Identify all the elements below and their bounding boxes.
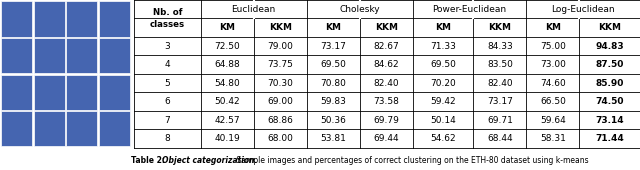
Text: 5: 5	[164, 79, 170, 88]
Text: 69.50: 69.50	[321, 60, 346, 69]
Text: 73.00: 73.00	[540, 60, 566, 69]
Text: 70.20: 70.20	[430, 79, 456, 88]
Text: Nb. of
classes: Nb. of classes	[150, 8, 185, 29]
Text: 3: 3	[164, 42, 170, 51]
Text: 6: 6	[164, 97, 170, 106]
Text: 68.44: 68.44	[487, 134, 513, 143]
Text: 82.40: 82.40	[487, 79, 513, 88]
Text: 87.50: 87.50	[596, 60, 624, 69]
Bar	[1, 75, 33, 110]
Text: 68.86: 68.86	[268, 116, 293, 125]
Text: KKM: KKM	[375, 23, 398, 32]
Text: 8: 8	[164, 134, 170, 143]
Bar	[99, 111, 130, 146]
Text: 94.83: 94.83	[595, 42, 624, 51]
Text: 71.33: 71.33	[430, 42, 456, 51]
Text: 59.64: 59.64	[540, 116, 566, 125]
Text: 82.40: 82.40	[374, 79, 399, 88]
Text: 70.80: 70.80	[321, 79, 346, 88]
Text: 58.31: 58.31	[540, 134, 566, 143]
Text: 50.42: 50.42	[214, 97, 240, 106]
Text: Euclidean: Euclidean	[232, 5, 276, 14]
Text: KM: KM	[325, 23, 341, 32]
Text: 54.80: 54.80	[214, 79, 240, 88]
Bar	[67, 38, 97, 73]
Text: KKM: KKM	[598, 23, 621, 32]
Text: 50.14: 50.14	[430, 116, 456, 125]
Text: 69.00: 69.00	[268, 97, 293, 106]
Text: Object categorization.: Object categorization.	[162, 156, 257, 165]
Bar	[34, 2, 65, 37]
Text: Table 2:: Table 2:	[131, 156, 168, 165]
Text: 79.00: 79.00	[268, 42, 293, 51]
Bar	[99, 2, 130, 37]
Text: 69.44: 69.44	[374, 134, 399, 143]
Bar	[1, 111, 33, 146]
Bar	[99, 75, 130, 110]
Text: 73.75: 73.75	[268, 60, 293, 69]
Text: 73.14: 73.14	[595, 116, 624, 125]
Text: 84.33: 84.33	[487, 42, 513, 51]
Text: 73.17: 73.17	[487, 97, 513, 106]
Text: 68.00: 68.00	[268, 134, 293, 143]
Text: Sample images and percentages of correct clustering on the ETH-80 dataset using : Sample images and percentages of correct…	[234, 156, 588, 165]
Text: Log-Euclidean: Log-Euclidean	[552, 5, 615, 14]
Text: 53.81: 53.81	[321, 134, 346, 143]
Bar	[67, 75, 97, 110]
Bar	[1, 2, 33, 37]
Text: 73.58: 73.58	[373, 97, 399, 106]
Text: 54.62: 54.62	[430, 134, 456, 143]
Bar	[34, 75, 65, 110]
Bar	[34, 38, 65, 73]
Text: 83.50: 83.50	[487, 60, 513, 69]
Bar	[1, 38, 33, 73]
Text: 74.50: 74.50	[595, 97, 624, 106]
Text: KKM: KKM	[269, 23, 292, 32]
Text: 59.42: 59.42	[430, 97, 456, 106]
Text: KKM: KKM	[488, 23, 511, 32]
Text: 7: 7	[164, 116, 170, 125]
Bar	[67, 2, 97, 37]
Text: 75.00: 75.00	[540, 42, 566, 51]
Text: 70.30: 70.30	[268, 79, 293, 88]
Text: Power-Euclidean: Power-Euclidean	[433, 5, 507, 14]
Bar	[99, 38, 130, 73]
Text: 69.71: 69.71	[487, 116, 513, 125]
Text: 66.50: 66.50	[540, 97, 566, 106]
Text: 74.60: 74.60	[540, 79, 566, 88]
Text: 40.19: 40.19	[214, 134, 240, 143]
Text: 50.36: 50.36	[321, 116, 346, 125]
Text: 84.62: 84.62	[374, 60, 399, 69]
Text: 64.88: 64.88	[214, 60, 240, 69]
Text: 4: 4	[164, 60, 170, 69]
Text: 71.44: 71.44	[595, 134, 624, 143]
Text: 82.67: 82.67	[374, 42, 399, 51]
Text: Cholesky: Cholesky	[339, 5, 380, 14]
Text: 85.90: 85.90	[596, 79, 624, 88]
Text: KM: KM	[545, 23, 561, 32]
Text: 72.50: 72.50	[214, 42, 240, 51]
Text: 69.50: 69.50	[430, 60, 456, 69]
Bar	[34, 111, 65, 146]
Text: 59.83: 59.83	[321, 97, 346, 106]
Text: 42.57: 42.57	[214, 116, 240, 125]
Text: KM: KM	[435, 23, 451, 32]
Text: 69.79: 69.79	[373, 116, 399, 125]
Text: 73.17: 73.17	[321, 42, 346, 51]
Bar	[67, 111, 97, 146]
Text: KM: KM	[220, 23, 236, 32]
